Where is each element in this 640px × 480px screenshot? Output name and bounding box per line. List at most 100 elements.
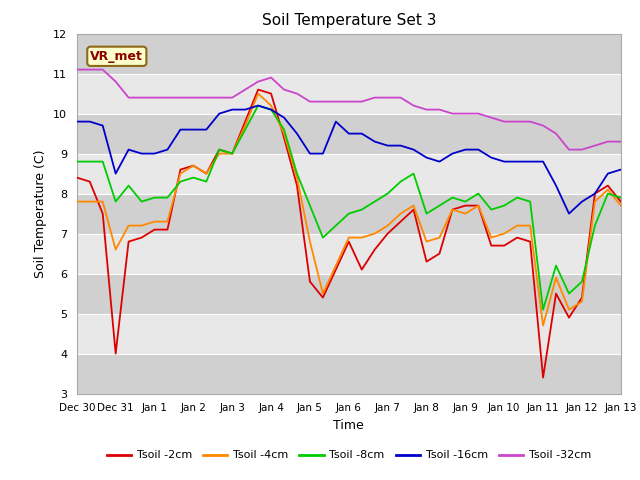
Tsoil -16cm xyxy=(500,159,508,165)
Tsoil -16cm xyxy=(319,151,327,156)
Tsoil -16cm xyxy=(449,151,456,156)
Tsoil -16cm xyxy=(488,155,495,160)
Tsoil -32cm xyxy=(384,95,392,100)
Tsoil -8cm xyxy=(112,199,120,204)
Tsoil -2cm xyxy=(436,251,444,256)
Tsoil -2cm xyxy=(358,267,365,273)
Tsoil -8cm xyxy=(177,179,184,184)
Tsoil -2cm xyxy=(617,199,625,204)
Tsoil -16cm xyxy=(216,111,223,117)
Tsoil -8cm xyxy=(332,223,340,228)
Tsoil -8cm xyxy=(500,203,508,208)
Tsoil -32cm xyxy=(604,139,612,144)
Tsoil -4cm xyxy=(540,323,547,328)
Tsoil -4cm xyxy=(228,151,236,156)
Tsoil -4cm xyxy=(591,199,599,204)
Line: Tsoil -16cm: Tsoil -16cm xyxy=(77,106,621,214)
Tsoil -16cm xyxy=(397,143,404,148)
Tsoil -2cm xyxy=(112,351,120,357)
Tsoil -32cm xyxy=(371,95,378,100)
Tsoil -2cm xyxy=(410,207,417,213)
Tsoil -4cm xyxy=(410,203,417,208)
Line: Tsoil -8cm: Tsoil -8cm xyxy=(77,106,621,310)
Tsoil -4cm xyxy=(293,175,301,180)
Tsoil -32cm xyxy=(474,111,482,117)
Tsoil -2cm xyxy=(189,163,197,168)
Tsoil -8cm xyxy=(228,151,236,156)
Tsoil -32cm xyxy=(138,95,145,100)
Y-axis label: Soil Temperature (C): Soil Temperature (C) xyxy=(35,149,47,278)
Tsoil -4cm xyxy=(150,219,158,225)
Tsoil -32cm xyxy=(164,95,172,100)
Tsoil -16cm xyxy=(150,151,158,156)
Tsoil -4cm xyxy=(241,123,249,129)
Tsoil -16cm xyxy=(332,119,340,124)
Tsoil -2cm xyxy=(268,91,275,96)
Tsoil -4cm xyxy=(552,275,560,280)
Tsoil -2cm xyxy=(241,119,249,124)
Tsoil -16cm xyxy=(513,159,521,165)
Tsoil -8cm xyxy=(449,195,456,201)
Tsoil -8cm xyxy=(164,195,172,201)
Tsoil -16cm xyxy=(461,147,469,153)
Tsoil -2cm xyxy=(293,183,301,189)
Tsoil -32cm xyxy=(280,87,288,93)
Tsoil -2cm xyxy=(591,191,599,196)
Bar xyxy=(77,274,621,313)
Tsoil -4cm xyxy=(397,211,404,216)
Tsoil -2cm xyxy=(319,295,327,300)
Tsoil -16cm xyxy=(306,151,314,156)
Tsoil -16cm xyxy=(565,211,573,216)
Bar xyxy=(77,114,621,154)
Tsoil -16cm xyxy=(358,131,365,136)
Tsoil -8cm xyxy=(254,103,262,108)
Tsoil -2cm xyxy=(422,259,430,264)
Tsoil -32cm xyxy=(617,139,625,144)
Tsoil -2cm xyxy=(540,375,547,381)
Tsoil -8cm xyxy=(86,159,93,165)
Tsoil -2cm xyxy=(73,175,81,180)
Tsoil -2cm xyxy=(345,239,353,244)
Tsoil -8cm xyxy=(125,183,132,189)
Tsoil -2cm xyxy=(371,247,378,252)
Tsoil -32cm xyxy=(189,95,197,100)
Tsoil -16cm xyxy=(604,171,612,177)
Tsoil -8cm xyxy=(488,207,495,213)
X-axis label: Time: Time xyxy=(333,419,364,432)
Tsoil -2cm xyxy=(384,231,392,237)
Tsoil -32cm xyxy=(125,95,132,100)
Tsoil -16cm xyxy=(189,127,197,132)
Tsoil -32cm xyxy=(513,119,521,124)
Tsoil -4cm xyxy=(164,219,172,225)
Tsoil -16cm xyxy=(436,159,444,165)
Tsoil -32cm xyxy=(73,67,81,72)
Tsoil -2cm xyxy=(449,207,456,213)
Tsoil -8cm xyxy=(565,291,573,297)
Tsoil -8cm xyxy=(617,195,625,201)
Tsoil -16cm xyxy=(552,183,560,189)
Tsoil -2cm xyxy=(228,151,236,156)
Tsoil -16cm xyxy=(474,147,482,153)
Tsoil -16cm xyxy=(293,131,301,136)
Tsoil -4cm xyxy=(500,231,508,237)
Tsoil -8cm xyxy=(371,199,378,204)
Tsoil -2cm xyxy=(177,167,184,172)
Title: Soil Temperature Set 3: Soil Temperature Set 3 xyxy=(262,13,436,28)
Tsoil -8cm xyxy=(306,203,314,208)
Tsoil -2cm xyxy=(216,147,223,153)
Legend: Tsoil -2cm, Tsoil -4cm, Tsoil -8cm, Tsoil -16cm, Tsoil -32cm: Tsoil -2cm, Tsoil -4cm, Tsoil -8cm, Tsoi… xyxy=(102,446,596,465)
Tsoil -8cm xyxy=(138,199,145,204)
Tsoil -8cm xyxy=(345,211,353,216)
Line: Tsoil -4cm: Tsoil -4cm xyxy=(77,94,621,325)
Tsoil -4cm xyxy=(345,235,353,240)
Tsoil -4cm xyxy=(306,239,314,244)
Tsoil -2cm xyxy=(254,87,262,93)
Tsoil -4cm xyxy=(189,163,197,168)
Tsoil -16cm xyxy=(228,107,236,112)
Tsoil -8cm xyxy=(241,127,249,132)
Tsoil -4cm xyxy=(604,187,612,192)
Tsoil -4cm xyxy=(216,151,223,156)
Tsoil -2cm xyxy=(474,203,482,208)
Tsoil -16cm xyxy=(99,123,106,129)
Tsoil -4cm xyxy=(513,223,521,228)
